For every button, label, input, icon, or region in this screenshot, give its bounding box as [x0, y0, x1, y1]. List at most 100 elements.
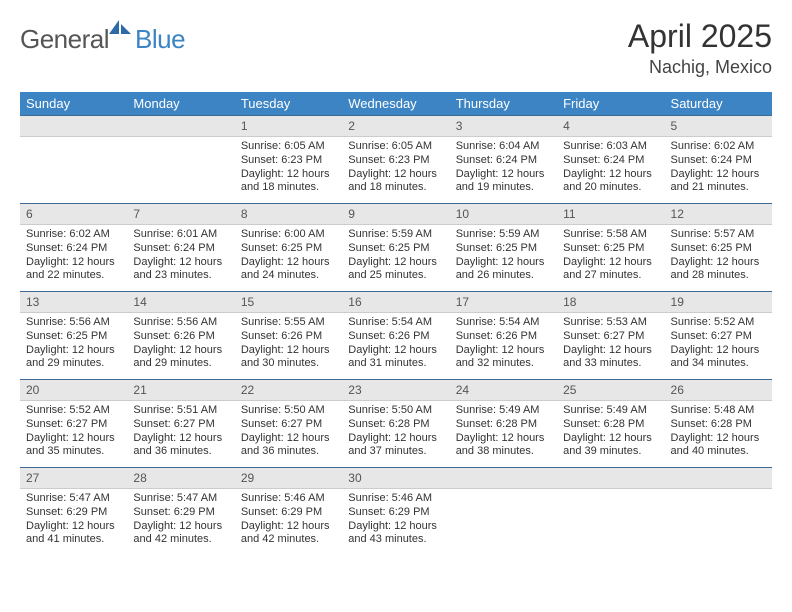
brand-text-general: General: [20, 24, 109, 55]
day-details: Sunrise: 5:52 AMSunset: 6:27 PMDaylight:…: [665, 313, 772, 371]
day-header: Thursday: [450, 92, 557, 115]
calendar-body: 1 Sunrise: 6:05 AMSunset: 6:23 PMDaylight…: [20, 115, 772, 555]
page-title: April 2025: [628, 18, 772, 55]
day-details: Sunrise: 5:53 AMSunset: 6:27 PMDaylight:…: [557, 313, 664, 371]
calendar-cell: [127, 115, 234, 203]
day-number: 14: [133, 295, 146, 309]
calendar-week: 27 Sunrise: 5:47 AMSunset: 6:29 PMDayligh…: [20, 467, 772, 555]
day-details: Sunrise: 6:02 AMSunset: 6:24 PMDaylight:…: [20, 225, 127, 283]
day-number: 23: [348, 383, 361, 397]
day-number: 8: [241, 207, 248, 221]
calendar-week: 13 Sunrise: 5:56 AMSunset: 6:25 PMDayligh…: [20, 291, 772, 379]
header: General Blue April 2025 Nachig, Mexico: [20, 18, 772, 78]
calendar-cell: 7Sunrise: 6:01 AMSunset: 6:24 PMDaylight…: [127, 203, 234, 291]
day-number: 15: [241, 295, 254, 309]
day-number: 4: [563, 119, 570, 133]
title-block: April 2025 Nachig, Mexico: [628, 18, 772, 78]
calendar-cell: 21Sunrise: 5:51 AMSunset: 6:27 PMDayligh…: [127, 379, 234, 467]
calendar-cell: 18 Sunrise: 5:53 AMSunset: 6:27 PMDayligh…: [557, 291, 664, 379]
day-number: 30: [348, 471, 361, 485]
day-details: Sunrise: 6:03 AMSunset: 6:24 PMDaylight:…: [557, 137, 664, 195]
calendar-cell: 14Sunrise: 5:56 AMSunset: 6:26 PMDayligh…: [127, 291, 234, 379]
day-details: Sunrise: 5:48 AMSunset: 6:28 PMDaylight:…: [665, 401, 772, 459]
day-number: 10: [456, 207, 469, 221]
calendar-cell: 19 Sunrise: 5:52 AMSunset: 6:27 PMDayligh…: [665, 291, 772, 379]
calendar-cell: 16 Sunrise: 5:54 AMSunset: 6:26 PMDayligh…: [342, 291, 449, 379]
day-number: 18: [563, 295, 576, 309]
calendar-head: SundayMondayTuesdayWednesdayThursdayFrid…: [20, 92, 772, 115]
day-number: 21: [133, 383, 146, 397]
day-number: 9: [348, 207, 355, 221]
day-number: 28: [133, 471, 146, 485]
day-number: 25: [563, 383, 576, 397]
day-details: Sunrise: 5:54 AMSunset: 6:26 PMDaylight:…: [342, 313, 449, 371]
day-details: Sunrise: 6:02 AMSunset: 6:24 PMDaylight:…: [665, 137, 772, 195]
day-number: 1: [241, 119, 248, 133]
calendar-cell: 24Sunrise: 5:49 AMSunset: 6:28 PMDayligh…: [450, 379, 557, 467]
brand-logo: General Blue: [20, 18, 185, 55]
day-number: 26: [671, 383, 684, 397]
calendar-cell: 28 Sunrise: 5:47 AMSunset: 6:29 PMDayligh…: [127, 467, 234, 555]
day-header: Monday: [127, 92, 234, 115]
day-details: Sunrise: 6:05 AMSunset: 6:23 PMDaylight:…: [235, 137, 342, 195]
calendar-cell: 23 Sunrise: 5:50 AMSunset: 6:28 PMDayligh…: [342, 379, 449, 467]
day-details: Sunrise: 6:00 AMSunset: 6:25 PMDaylight:…: [235, 225, 342, 283]
calendar-cell: 13 Sunrise: 5:56 AMSunset: 6:25 PMDayligh…: [20, 291, 127, 379]
day-number: 29: [241, 471, 254, 485]
day-number: 11: [563, 207, 575, 221]
calendar-cell: 20Sunrise: 5:52 AMSunset: 6:27 PMDayligh…: [20, 379, 127, 467]
calendar-cell: 30 Sunrise: 5:46 AMSunset: 6:29 PMDayligh…: [342, 467, 449, 555]
calendar-cell: 8 Sunrise: 6:00 AMSunset: 6:25 PMDaylight…: [235, 203, 342, 291]
calendar-week: 6 Sunrise: 6:02 AMSunset: 6:24 PMDaylight…: [20, 203, 772, 291]
calendar-cell: [20, 115, 127, 203]
day-number: 19: [671, 295, 684, 309]
calendar-table: SundayMondayTuesdayWednesdayThursdayFrid…: [20, 92, 772, 555]
day-details: Sunrise: 5:57 AMSunset: 6:25 PMDaylight:…: [665, 225, 772, 283]
calendar-cell: 29 Sunrise: 5:46 AMSunset: 6:29 PMDayligh…: [235, 467, 342, 555]
calendar-cell: 12Sunrise: 5:57 AMSunset: 6:25 PMDayligh…: [665, 203, 772, 291]
calendar-cell: 22 Sunrise: 5:50 AMSunset: 6:27 PMDayligh…: [235, 379, 342, 467]
calendar-cell: 1 Sunrise: 6:05 AMSunset: 6:23 PMDaylight…: [235, 115, 342, 203]
day-details: Sunrise: 5:49 AMSunset: 6:28 PMDaylight:…: [557, 401, 664, 459]
calendar-cell: 3Sunrise: 6:04 AMSunset: 6:24 PMDaylight…: [450, 115, 557, 203]
calendar-cell: 11 Sunrise: 5:58 AMSunset: 6:25 PMDayligh…: [557, 203, 664, 291]
calendar-cell: 10 Sunrise: 5:59 AMSunset: 6:25 PMDayligh…: [450, 203, 557, 291]
calendar-week: 1 Sunrise: 6:05 AMSunset: 6:23 PMDaylight…: [20, 115, 772, 203]
calendar-cell: 6 Sunrise: 6:02 AMSunset: 6:24 PMDaylight…: [20, 203, 127, 291]
day-details: Sunrise: 5:47 AMSunset: 6:29 PMDaylight:…: [20, 489, 127, 547]
day-details: Sunrise: 6:01 AMSunset: 6:24 PMDaylight:…: [127, 225, 234, 283]
brand-text-blue: Blue: [135, 24, 185, 55]
day-header: Tuesday: [235, 92, 342, 115]
day-details: Sunrise: 5:46 AMSunset: 6:29 PMDaylight:…: [342, 489, 449, 547]
calendar-cell: 5 Sunrise: 6:02 AMSunset: 6:24 PMDaylight…: [665, 115, 772, 203]
day-details: Sunrise: 5:58 AMSunset: 6:25 PMDaylight:…: [557, 225, 664, 283]
day-number: 27: [26, 471, 39, 485]
calendar-week: 20Sunrise: 5:52 AMSunset: 6:27 PMDayligh…: [20, 379, 772, 467]
calendar-cell: [557, 467, 664, 555]
day-number: 22: [241, 383, 254, 397]
calendar-cell: 15 Sunrise: 5:55 AMSunset: 6:26 PMDayligh…: [235, 291, 342, 379]
day-details: Sunrise: 5:54 AMSunset: 6:26 PMDaylight:…: [450, 313, 557, 371]
day-number: 13: [26, 295, 39, 309]
day-header: Friday: [557, 92, 664, 115]
day-details: Sunrise: 5:46 AMSunset: 6:29 PMDaylight:…: [235, 489, 342, 547]
day-number: 24: [456, 383, 469, 397]
day-number: 16: [348, 295, 361, 309]
day-number: 6: [26, 207, 33, 221]
day-details: Sunrise: 5:59 AMSunset: 6:25 PMDaylight:…: [342, 225, 449, 283]
day-details: Sunrise: 5:50 AMSunset: 6:27 PMDaylight:…: [235, 401, 342, 459]
calendar-cell: 26 Sunrise: 5:48 AMSunset: 6:28 PMDayligh…: [665, 379, 772, 467]
calendar-cell: [450, 467, 557, 555]
day-number: 5: [671, 119, 678, 133]
calendar-cell: 27 Sunrise: 5:47 AMSunset: 6:29 PMDayligh…: [20, 467, 127, 555]
calendar-cell: 2Sunrise: 6:05 AMSunset: 6:23 PMDaylight…: [342, 115, 449, 203]
day-number: 20: [26, 383, 39, 397]
day-details: Sunrise: 5:55 AMSunset: 6:26 PMDaylight:…: [235, 313, 342, 371]
brand-sail-icon: [109, 18, 131, 41]
day-header: Sunday: [20, 92, 127, 115]
day-details: Sunrise: 5:50 AMSunset: 6:28 PMDaylight:…: [342, 401, 449, 459]
day-details: Sunrise: 5:59 AMSunset: 6:25 PMDaylight:…: [450, 225, 557, 283]
day-details: Sunrise: 5:47 AMSunset: 6:29 PMDaylight:…: [127, 489, 234, 547]
day-details: Sunrise: 5:56 AMSunset: 6:25 PMDaylight:…: [20, 313, 127, 371]
day-header: Wednesday: [342, 92, 449, 115]
